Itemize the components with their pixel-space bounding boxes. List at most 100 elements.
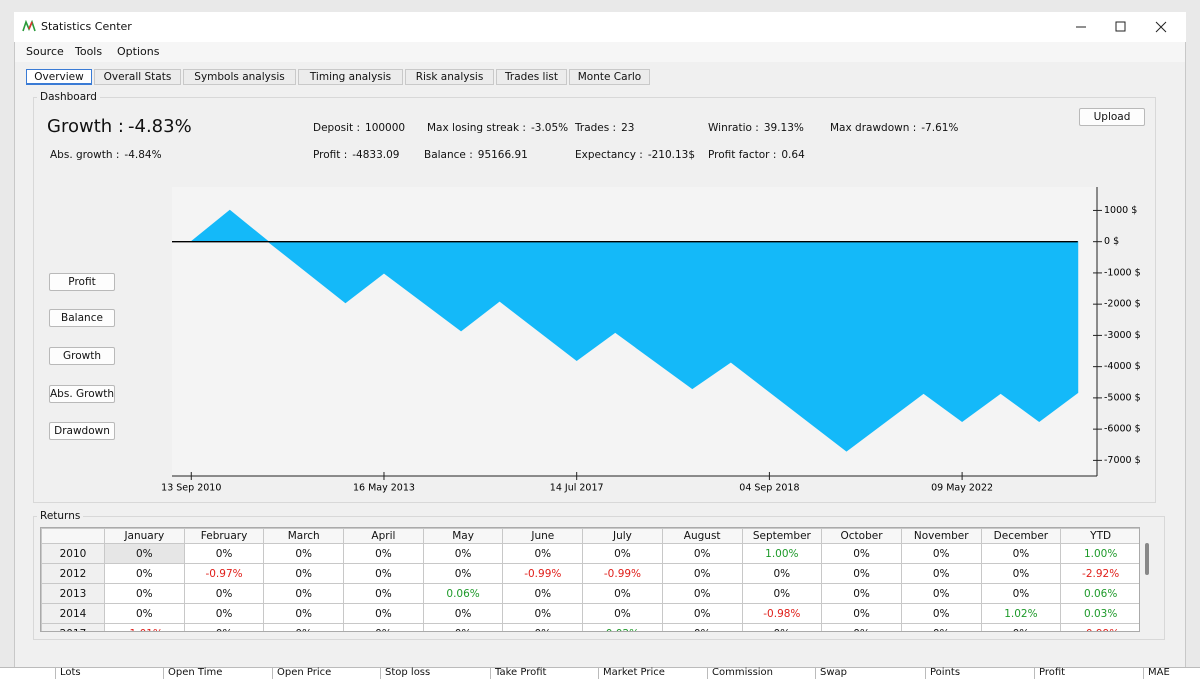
stat-label: Expectancy : <box>575 149 643 161</box>
column-header: January <box>104 528 185 544</box>
x-tick-label: 16 May 2013 <box>353 483 415 494</box>
return-cell: 0% <box>980 623 1062 631</box>
return-cell: 0% <box>263 583 345 604</box>
bottom-column: Open Price <box>277 667 332 678</box>
column-header: May <box>422 528 504 544</box>
menu-item[interactable]: Tools <box>75 45 103 58</box>
column-header: YTD <box>1060 528 1139 544</box>
return-cell: -0.99% <box>502 563 584 584</box>
y-tick-label: -1000 $ <box>1104 267 1141 278</box>
chart-button[interactable]: Balance <box>49 309 115 327</box>
return-cell: 0% <box>502 603 584 624</box>
return-cell: 0% <box>343 603 424 624</box>
window-controls[interactable] <box>1064 16 1184 38</box>
chart-button[interactable]: Drawdown <box>49 422 115 440</box>
return-cell: 0% <box>980 563 1062 584</box>
dashboard-group <box>33 97 1156 503</box>
returns-group <box>33 516 1165 640</box>
return-cell: 0% <box>263 543 345 564</box>
bottom-column: MAE <box>1148 667 1170 678</box>
stat-value: -4833.09 <box>352 149 400 161</box>
return-cell: 0% <box>104 603 185 624</box>
menu-bar <box>15 42 1185 62</box>
return-cell: 0% <box>343 563 424 584</box>
return-cell: 0% <box>183 623 265 631</box>
y-tick-label: 1000 $ <box>1104 205 1137 216</box>
column-header: April <box>343 528 424 544</box>
stat: Max losing streak : -3.05% <box>427 122 568 134</box>
return-cell: 0% <box>661 583 743 604</box>
column-divider <box>55 668 56 679</box>
return-cell: 0% <box>821 563 902 584</box>
tab[interactable]: Monte Carlo <box>569 69 650 85</box>
table-row: 2010 0% 0% 0% 0% 0% 0% 0% 0% 1.00% 0% 0% 0% 1.00% <box>41 543 1139 564</box>
scrollbar[interactable] <box>1145 543 1149 575</box>
return-cell: 0% <box>183 603 265 624</box>
return-cell: 0% <box>661 543 743 564</box>
return-cell: 0% <box>741 583 823 604</box>
chart-button[interactable]: Abs. Growth <box>49 385 115 403</box>
tab[interactable]: Risk analysis <box>405 69 494 85</box>
return-cell: -1.01% <box>104 623 185 631</box>
chart-button[interactable]: Growth <box>49 347 115 365</box>
column-divider <box>815 668 816 679</box>
bottom-column: Stop loss <box>385 667 431 678</box>
year-cell: 2014 <box>41 603 105 624</box>
stat: Trades : 23 <box>575 122 634 134</box>
tab[interactable]: Trades list <box>496 69 567 85</box>
tab[interactable]: Overview <box>26 69 92 85</box>
stat: Balance : 95166.91 <box>424 149 528 161</box>
return-cell: 0% <box>661 603 743 624</box>
tab[interactable]: Symbols analysis <box>183 69 296 85</box>
y-tick-label: 0 $ <box>1104 236 1119 247</box>
table-row: 2013 0% 0% 0% 0% 0.06% 0% 0% 0% 0% 0% 0% 0% 0.06% <box>41 583 1139 604</box>
stat-label: Profit factor : <box>708 149 777 161</box>
x-tick-label: 04 Sep 2018 <box>739 483 799 494</box>
column-divider <box>925 668 926 679</box>
return-cell: 1.00% <box>741 543 823 564</box>
stat-label: Abs. growth : <box>50 149 120 161</box>
stat: Profit factor : 0.64 <box>708 149 805 161</box>
bottom-column: Take Profit <box>495 667 547 678</box>
year-cell: 2012 <box>41 563 105 584</box>
column-header: December <box>980 528 1062 544</box>
menu-item[interactable]: Source <box>26 45 64 58</box>
y-tick-label: -4000 $ <box>1104 361 1141 372</box>
return-cell: 0% <box>821 543 902 564</box>
upload-button[interactable]: Upload <box>1079 108 1145 126</box>
return-cell: 0% <box>263 623 345 631</box>
return-cell: 0% <box>502 543 584 564</box>
return-cell: 0% <box>900 603 982 624</box>
corner-cell <box>41 528 105 544</box>
tab[interactable]: Timing analysis <box>298 69 403 85</box>
stat-value: 95166.91 <box>477 149 528 161</box>
return-cell: 0% <box>741 623 823 631</box>
return-cell: 0% <box>104 563 185 584</box>
return-cell: 0% <box>183 543 265 564</box>
stat: Max drawdown : -7.61% <box>830 122 958 134</box>
tab[interactable]: Overall Stats <box>94 69 181 85</box>
stat-label: Max losing streak : <box>427 122 526 134</box>
table-row: 2017-1.01%0%0%0%0%0%0.02%0%0%0%0%0%-0.99… <box>41 623 1139 631</box>
bottom-column: Swap <box>820 667 848 678</box>
bottom-column: Commission <box>712 667 774 678</box>
bottom-header <box>0 667 1200 680</box>
column-divider <box>380 668 381 679</box>
column-header: November <box>900 528 982 544</box>
y-tick-label: -3000 $ <box>1104 330 1141 341</box>
stat-label: Winratio : <box>708 122 759 134</box>
stat: Winratio : 39.13% <box>708 122 804 134</box>
return-cell: 0% <box>263 563 345 584</box>
menu-item[interactable]: Options <box>117 45 160 58</box>
stat-value: 0.64 <box>781 149 805 161</box>
column-divider <box>1143 668 1144 679</box>
return-cell: 0.06% <box>422 583 504 604</box>
x-tick-label: 14 Jul 2017 <box>550 483 604 494</box>
return-cell: 0% <box>422 623 504 631</box>
chart-button[interactable]: Profit <box>49 273 115 291</box>
return-cell: 0% <box>502 623 584 631</box>
column-divider <box>163 668 164 679</box>
return-cell: 0% <box>741 563 823 584</box>
return-cell: 0% <box>582 543 663 564</box>
year-cell: 2017 <box>41 623 105 631</box>
